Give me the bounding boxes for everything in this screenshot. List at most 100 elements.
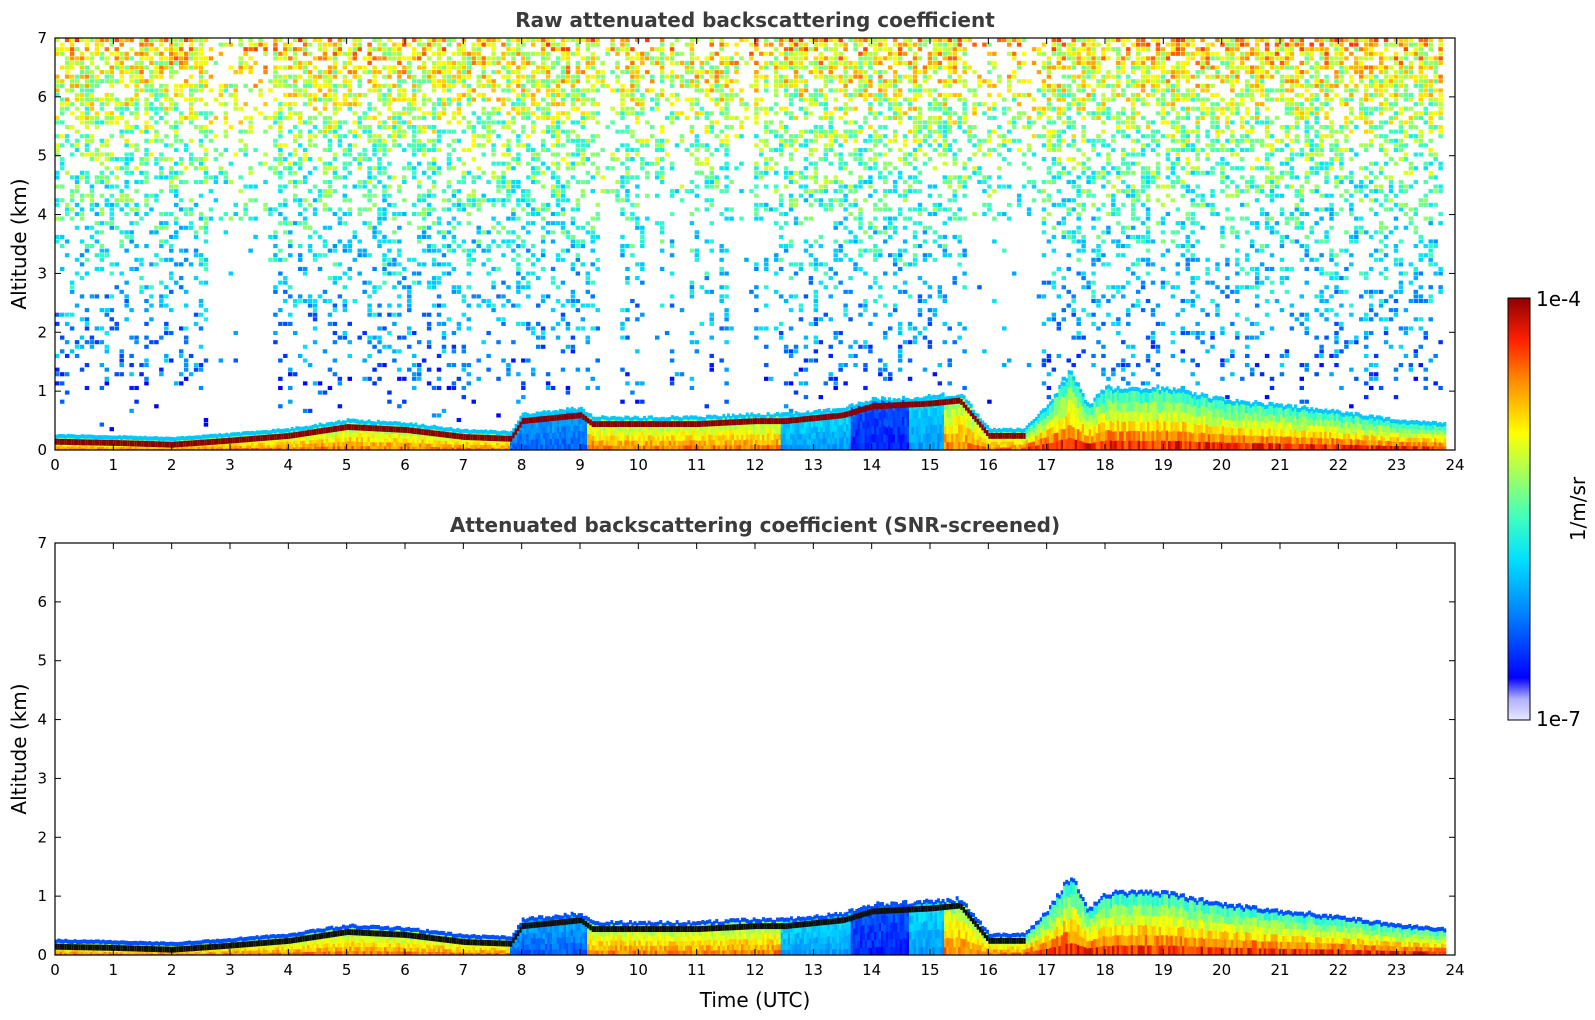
noise-cell — [927, 115, 933, 120]
noise-cell — [144, 358, 149, 363]
noise-cell — [496, 230, 501, 235]
noise-cell — [412, 363, 417, 368]
noise-cell — [342, 152, 348, 157]
noise-cell — [322, 129, 328, 134]
noise-cell — [803, 166, 809, 171]
noise-cell — [669, 115, 675, 120]
noise-cell — [183, 166, 189, 171]
noise-cell — [868, 157, 873, 162]
noise-cell — [709, 88, 714, 93]
noise-cell — [317, 47, 323, 52]
noise-cell — [635, 51, 640, 56]
noise-cell — [218, 92, 224, 98]
noise-cell — [431, 138, 437, 143]
noise-cell — [942, 51, 948, 56]
noise-cell — [59, 244, 65, 249]
noise-cell — [263, 115, 268, 120]
noise-cell — [79, 207, 85, 212]
noise-cell — [550, 170, 556, 175]
noise-cell — [382, 266, 387, 272]
noise-cell — [669, 42, 675, 47]
noise-cell — [793, 147, 799, 152]
noise-cell — [853, 184, 858, 189]
noise-cell — [808, 276, 814, 281]
noise-cell — [322, 189, 328, 194]
noise-cell — [838, 363, 843, 368]
noise-cell — [357, 124, 362, 130]
noise-cell — [461, 363, 467, 368]
noise-cell — [868, 83, 873, 88]
noise-cell — [788, 42, 794, 47]
noise-cell — [342, 198, 348, 203]
noise-cell — [436, 280, 442, 285]
noise-cell — [436, 216, 442, 221]
noise-cell — [511, 257, 516, 262]
noise-cell — [223, 83, 229, 88]
noise-cell — [883, 193, 888, 198]
noise-cell — [129, 353, 134, 358]
noise-cell — [104, 120, 110, 125]
noise-cell — [367, 166, 372, 171]
noise-cell — [79, 211, 85, 217]
noise-cell — [273, 244, 278, 249]
noise-cell — [273, 253, 278, 258]
noise-cell — [372, 184, 377, 189]
noise-cell — [243, 65, 248, 70]
noise-cell — [317, 42, 323, 47]
noise-cell — [377, 166, 382, 171]
noise-cell — [516, 97, 521, 102]
noise-cell — [516, 65, 521, 70]
noise-cell — [788, 51, 794, 56]
noise-cell — [377, 38, 382, 43]
noise-cell — [431, 166, 437, 171]
noise-cell — [957, 234, 962, 239]
noise-cell — [322, 92, 328, 98]
noise-cell — [342, 166, 348, 171]
noise-cell — [813, 42, 819, 47]
noise-cell — [486, 83, 491, 88]
noise-cell — [169, 289, 174, 294]
noise-cell — [169, 358, 174, 363]
noise-cell — [793, 51, 799, 56]
noise-cell — [942, 248, 948, 253]
noise-cell — [461, 70, 467, 75]
noise-cell — [496, 134, 501, 139]
noise-cell — [605, 47, 610, 52]
noise-cell — [382, 216, 387, 221]
noise-cell — [878, 111, 883, 116]
noise-cell — [412, 143, 417, 148]
noise-cell — [630, 60, 635, 66]
noise-cell — [466, 147, 472, 152]
noise-cell — [535, 83, 541, 88]
noise-cell — [486, 271, 491, 276]
noise-cell — [223, 88, 229, 93]
noise-cell — [892, 216, 898, 221]
noise-cell — [55, 134, 60, 139]
noise-cell — [635, 74, 640, 79]
noise-cell — [198, 216, 204, 221]
noise-cell — [203, 102, 209, 107]
noise-cell — [407, 330, 412, 336]
noise-cell — [387, 239, 392, 244]
noise-cell — [828, 120, 833, 125]
noise-cell — [273, 47, 278, 52]
noise-cell — [764, 257, 769, 262]
noise-cell — [288, 321, 293, 326]
noise-cell — [139, 65, 144, 70]
noise-cell — [322, 298, 328, 304]
noise-cell — [625, 193, 630, 198]
noise-cell — [243, 60, 248, 66]
noise-cell — [853, 60, 858, 66]
noise-cell — [278, 170, 283, 175]
noise-cell — [570, 294, 576, 299]
noise-cell — [451, 216, 457, 221]
noise-cell — [907, 184, 913, 189]
noise-cell — [74, 303, 80, 308]
noise-cell — [531, 70, 536, 75]
noise-cell — [595, 74, 600, 79]
noise-cell — [709, 170, 714, 175]
noise-cell — [461, 344, 467, 349]
noise-cell — [521, 276, 526, 281]
noise-cell — [550, 102, 556, 107]
noise-cell — [754, 285, 759, 290]
